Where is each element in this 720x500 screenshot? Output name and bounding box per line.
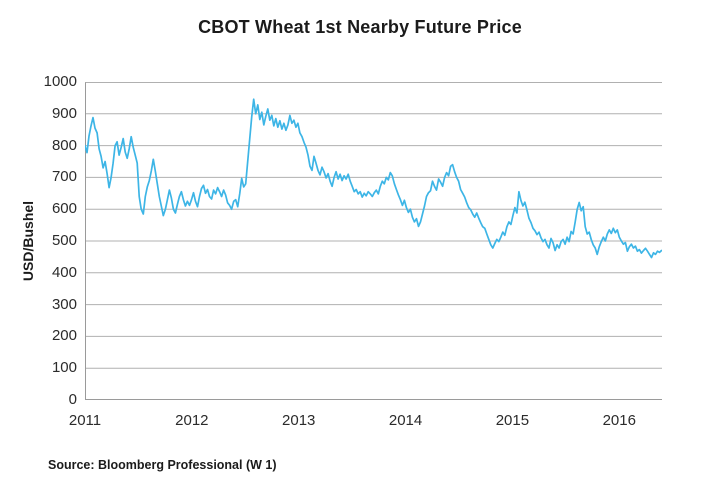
y-tick-label-300: 300 — [51, 295, 77, 313]
plot-area — [85, 82, 662, 400]
x-tick-label-2012: 2012 — [175, 412, 209, 429]
chart-title: CBOT Wheat 1st Nearby Future Price — [198, 17, 522, 37]
x-tick-label-2011: 2011 — [68, 412, 102, 429]
x-tick-label-2015: 2015 — [495, 412, 530, 429]
source-note: Source: Bloomberg Professional (W 1) — [48, 458, 277, 472]
y-tick-label-0: 0 — [68, 391, 77, 408]
wheat-price-line — [85, 98, 662, 259]
y-tick-label-900: 900 — [51, 104, 77, 122]
x-tick-label-2014: 2014 — [388, 412, 423, 429]
price-line-chart — [85, 82, 662, 400]
y-tick-label-700: 700 — [51, 168, 77, 186]
y-tick-label-600: 600 — [51, 200, 77, 218]
y-tick-label-200: 200 — [51, 327, 77, 345]
x-tick-label-2013: 2013 — [282, 412, 316, 429]
y-tick-label-1000: 1000 — [43, 73, 77, 90]
y-tick-label-100: 100 — [51, 359, 77, 377]
y-tick-label-400: 400 — [51, 263, 77, 281]
y-tick-label-500: 500 — [51, 232, 77, 249]
x-tick-label-2016: 2016 — [602, 412, 636, 429]
y-tick-label-800: 800 — [51, 136, 77, 154]
